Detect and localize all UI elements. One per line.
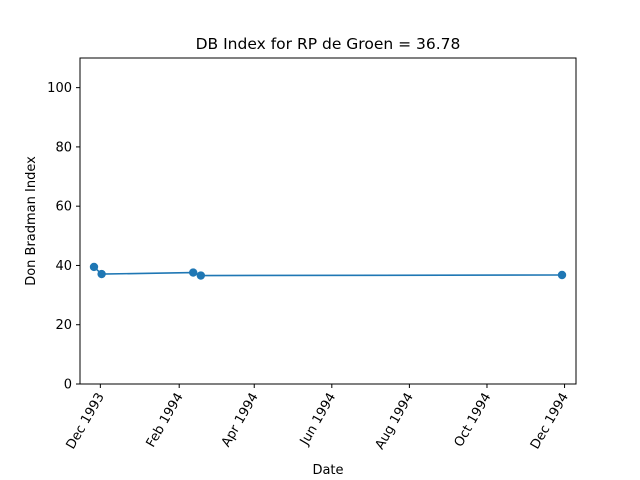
x-axis-label: Date — [312, 463, 343, 478]
data-point — [89, 262, 99, 272]
y-tick-label: 80 — [55, 140, 72, 155]
x-tick-label: Aug 1994 — [373, 391, 417, 453]
x-tick-label: Jun 1994 — [297, 391, 339, 449]
y-tick-label: 0 — [64, 378, 72, 393]
x-tick-label: Dec 1994 — [528, 391, 572, 453]
chart-title: DB Index for RP de Groen = 36.78 — [196, 35, 461, 53]
data-point — [557, 270, 567, 280]
data-point — [188, 268, 198, 277]
series-line — [93, 266, 563, 277]
y-tick-label: 60 — [55, 200, 72, 215]
plot-area — [89, 262, 567, 280]
data-point — [97, 269, 106, 279]
x-tick-label: Dec 1993 — [64, 391, 108, 453]
x-tick-label: Feb 1994 — [144, 391, 187, 451]
data-point — [196, 271, 206, 280]
axes-frame — [79, 57, 577, 385]
y-axis: 0 20 40 60 80 100 — [47, 81, 80, 393]
y-tick-label: 20 — [55, 318, 72, 333]
y-axis-label: Don Bradman Index — [24, 156, 39, 286]
x-tick-label: Oct 1994 — [452, 391, 495, 450]
y-tick-label: 40 — [55, 259, 72, 274]
y-tick-label: 100 — [47, 81, 72, 96]
x-tick-label: Apr 1994 — [219, 391, 262, 450]
x-axis: Dec 1993 Feb 1994 Apr 1994 Jun 1994 Aug 1994… — [64, 384, 572, 452]
